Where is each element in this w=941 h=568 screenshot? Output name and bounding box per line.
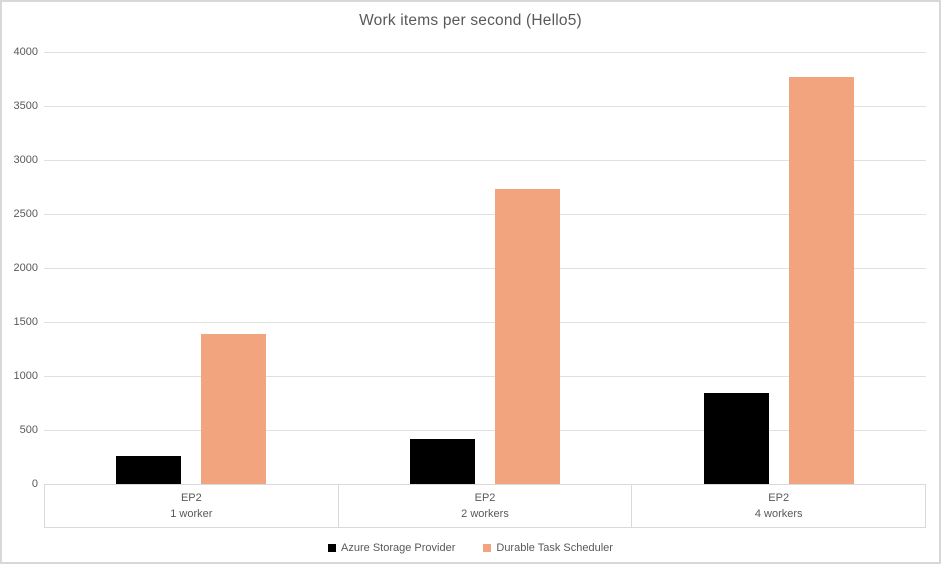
legend: Azure Storage Provider Durable Task Sched… [2, 542, 939, 554]
plot-area [44, 52, 926, 485]
bar-durable-task-scheduler [789, 76, 854, 484]
category-workers-label: 4 workers [754, 508, 803, 521]
legend-item: Azure Storage Provider [328, 542, 455, 554]
category-workers-label: 2 workers [461, 508, 509, 521]
gridline [44, 376, 926, 377]
legend-label: Durable Task Scheduler [496, 542, 613, 554]
category-cell: EP2 2 workers [339, 485, 633, 527]
gridline [44, 160, 926, 161]
gridline [44, 214, 926, 215]
y-axis-tick-label: 0 [31, 478, 38, 490]
bar-azure-storage-provider [410, 438, 475, 484]
gridline [44, 268, 926, 269]
y-axis-tick-label: 1000 [13, 370, 38, 382]
bar-azure-storage-provider [704, 393, 769, 484]
gridline [44, 430, 926, 431]
category-axis: EP2 1 worker EP2 2 workers EP2 4 workers [44, 484, 926, 528]
category-plan-label: EP2 [474, 491, 496, 504]
category-workers-label: 1 worker [170, 508, 213, 521]
category-cell: EP2 4 workers [632, 485, 925, 527]
gridline [44, 106, 926, 107]
category-cell: EP2 1 worker [45, 485, 339, 527]
y-axis-tick-label: 3500 [13, 100, 38, 112]
y-axis-tick-label: 1500 [13, 316, 38, 328]
bar-azure-storage-provider [116, 455, 181, 484]
chart-title: Work items per second (Hello5) [359, 12, 582, 29]
y-axis-tick-label: 3000 [13, 154, 38, 166]
legend-item: Durable Task Scheduler [483, 542, 613, 554]
y-axis-tick-label: 4000 [13, 46, 38, 58]
category-plan-label: EP2 [180, 491, 202, 504]
bar-durable-task-scheduler [201, 333, 266, 484]
legend-swatch-icon [328, 544, 337, 552]
y-axis-tick-label: 2000 [13, 262, 38, 274]
y-axis-tick-label: 2500 [13, 208, 38, 220]
y-axis-tick-label: 500 [19, 424, 38, 436]
bar-durable-task-scheduler [495, 189, 560, 484]
legend-swatch-icon [483, 544, 492, 552]
legend-label: Azure Storage Provider [341, 542, 456, 554]
category-plan-label: EP2 [768, 491, 790, 504]
gridline [44, 52, 926, 53]
gridline [44, 322, 926, 323]
